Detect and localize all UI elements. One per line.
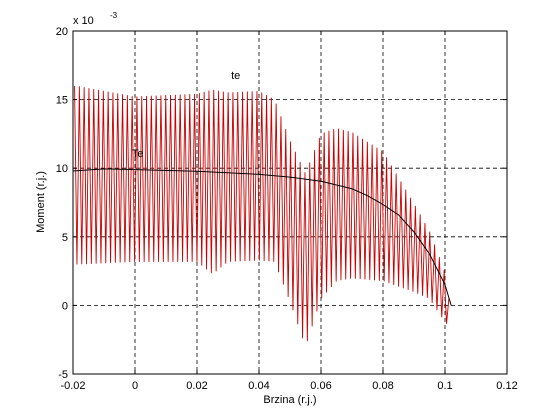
y-tick-label: 0 <box>62 300 68 312</box>
annotation-te: te <box>231 70 240 82</box>
x-tick-label: 0 <box>132 380 138 392</box>
annotation-Te: Te <box>132 148 144 160</box>
x-tick-label: -0.02 <box>60 380 85 392</box>
x-tick-label: 0.12 <box>496 380 517 392</box>
y-axis-label: Moment (r.j.) <box>35 171 47 233</box>
x-tick-label: 0.1 <box>437 380 452 392</box>
y-tick-label: 20 <box>56 26 68 38</box>
y-tick-label: -5 <box>58 369 68 381</box>
x-axis-label: Brzina (r.j.) <box>263 394 316 406</box>
y-tick-label: 15 <box>56 95 68 107</box>
x-tick-label: 0.08 <box>372 380 393 392</box>
axis-ticks: -0.02 0 0.02 0.04 0.06 0.08 0.1 0.12 -5 0 5 10 15 20 <box>56 26 518 392</box>
x-tick-label: 0.02 <box>186 380 207 392</box>
y-multiplier-exponent: -3 <box>110 11 118 20</box>
y-multiplier-label: x 10 <box>73 15 94 27</box>
plot-frame <box>72 30 508 375</box>
x-tick-label: 0.06 <box>310 380 331 392</box>
series-Te-line <box>72 168 452 306</box>
series-group <box>72 85 452 342</box>
y-tick-label: 5 <box>62 232 68 244</box>
y-tick-label: 10 <box>56 163 68 175</box>
x-tick-label: 0.04 <box>248 380 269 392</box>
series-te-line <box>74 85 450 342</box>
